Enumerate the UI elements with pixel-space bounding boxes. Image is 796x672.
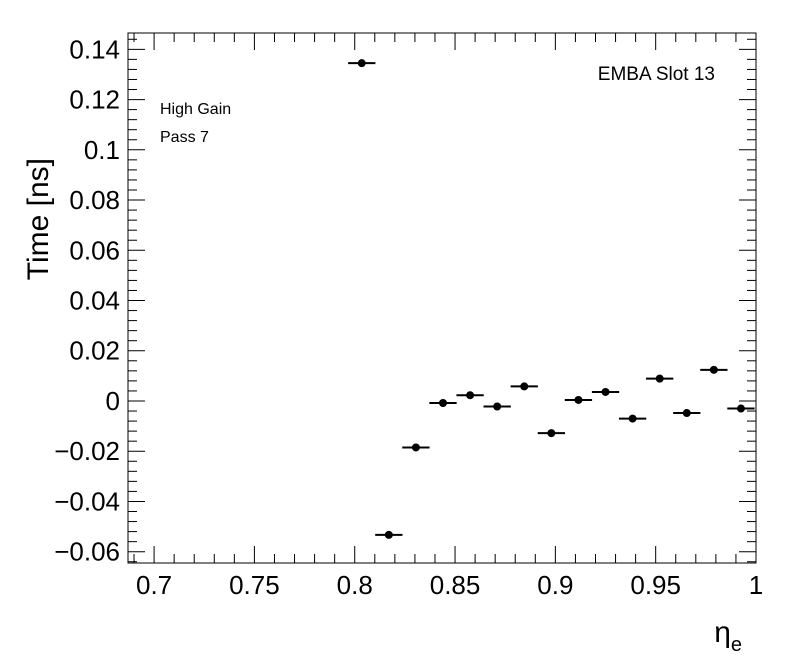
data-points bbox=[348, 59, 755, 539]
marker bbox=[547, 429, 556, 438]
marker bbox=[520, 382, 529, 391]
marker bbox=[357, 59, 366, 68]
data-point bbox=[483, 402, 511, 411]
y-tick-label: 0.04 bbox=[69, 286, 120, 316]
data-point bbox=[564, 395, 593, 404]
data-point bbox=[402, 443, 430, 452]
y-tick-label: 0 bbox=[106, 386, 120, 416]
data-point bbox=[591, 387, 620, 396]
data-point bbox=[456, 391, 484, 400]
x-tick-label: 0.8 bbox=[337, 570, 373, 600]
y-axis-title: Time [ns] bbox=[22, 158, 55, 280]
marker bbox=[601, 387, 610, 396]
marker bbox=[628, 414, 637, 423]
data-point bbox=[348, 59, 376, 68]
marker bbox=[655, 374, 664, 383]
x-axis-title-main: η bbox=[714, 616, 731, 649]
data-point bbox=[673, 409, 701, 418]
marker bbox=[439, 398, 448, 407]
y-tick-label: 0.08 bbox=[69, 185, 120, 215]
x-tick-label: 0.9 bbox=[537, 570, 573, 600]
marker bbox=[574, 395, 583, 404]
y-tick-label: −0.04 bbox=[54, 486, 120, 516]
x-axis-title-subscript: e bbox=[731, 634, 742, 656]
x-tick-labels: 0.7 0.75 0.8 0.85 0.9 0.95 1 bbox=[136, 570, 763, 600]
x-tick-label: 0.85 bbox=[430, 570, 481, 600]
data-point bbox=[510, 382, 538, 391]
x-tick-label: 1 bbox=[749, 570, 763, 600]
x-axis-title: ηe bbox=[714, 616, 742, 656]
data-point bbox=[618, 414, 647, 423]
pass-annotation: Pass 7 bbox=[160, 129, 209, 146]
y-tick-label: 0.12 bbox=[69, 85, 120, 115]
y-tick-label: 0.14 bbox=[69, 34, 120, 64]
marker bbox=[411, 443, 420, 452]
slot-annotation: EMBA Slot 13 bbox=[598, 64, 715, 85]
marker bbox=[384, 530, 393, 539]
data-point bbox=[727, 404, 755, 413]
x-tick-label: 0.75 bbox=[229, 570, 280, 600]
y-tick-label: −0.06 bbox=[54, 537, 120, 567]
data-point bbox=[646, 374, 674, 383]
data-point bbox=[429, 398, 457, 407]
marker bbox=[709, 365, 718, 374]
marker bbox=[682, 409, 691, 418]
marker bbox=[736, 404, 745, 413]
marker bbox=[493, 402, 502, 411]
plot-frame bbox=[127, 32, 757, 564]
y-tick-label: 0.06 bbox=[69, 235, 120, 265]
gain-annotation: High Gain bbox=[160, 101, 231, 118]
data-point bbox=[537, 429, 565, 438]
marker bbox=[466, 391, 475, 400]
x-tick-label: 0.7 bbox=[136, 570, 172, 600]
y-tick-labels: −0.06 −0.04 −0.02 0 0.02 0.04 0.06 0.08 0.1 0.12 0… bbox=[54, 34, 120, 566]
y-tick-label: 0.1 bbox=[84, 135, 120, 165]
y-tick-label: 0.02 bbox=[69, 336, 120, 366]
data-point bbox=[700, 365, 728, 374]
data-point bbox=[375, 530, 403, 539]
y-tick-label: −0.02 bbox=[54, 436, 120, 466]
axis-ticks bbox=[128, 33, 757, 563]
x-tick-label: 0.95 bbox=[630, 570, 681, 600]
